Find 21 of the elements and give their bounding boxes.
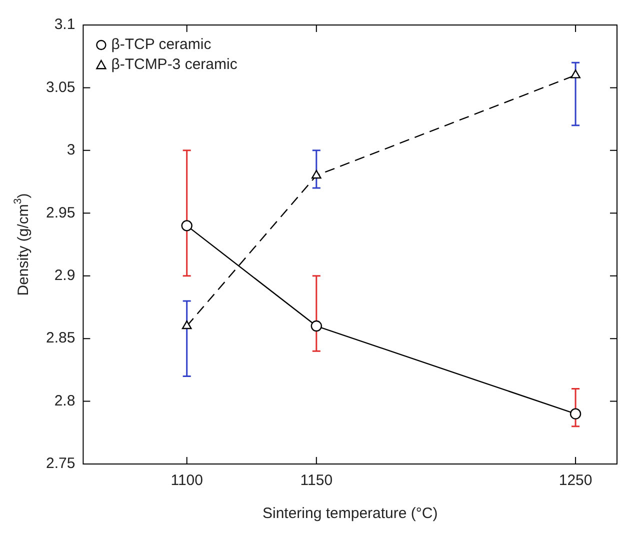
x-tick-label: 1250 <box>558 472 592 490</box>
point <box>311 170 322 179</box>
y-tick-label: 2.9 <box>54 267 76 284</box>
point <box>182 320 192 330</box>
y-tick-label: 2.75 <box>46 455 76 472</box>
point <box>570 408 582 420</box>
x-axis-title: Sintering temperature (°C) <box>262 505 438 522</box>
x-tick-label: 1150 <box>300 472 333 490</box>
y-tick-label: 3 <box>66 142 76 159</box>
point <box>310 320 322 332</box>
y-tick-label: 3.1 <box>54 16 76 34</box>
y-tick-label: 2.8 <box>54 392 76 410</box>
x-tick-label: 1100 <box>170 472 203 490</box>
y-tick-label: 2.85 <box>46 330 76 347</box>
legend-label: β-TCP ceramic <box>111 36 212 54</box>
y-tick-label: 2.95 <box>46 204 76 222</box>
point <box>181 220 192 232</box>
y-axis-title: Density (g/cm3) <box>12 193 32 296</box>
point <box>570 70 580 78</box>
y-tick-label: 3.05 <box>46 78 76 96</box>
legend-label: β-TCMP-3 ceramic <box>111 56 238 74</box>
